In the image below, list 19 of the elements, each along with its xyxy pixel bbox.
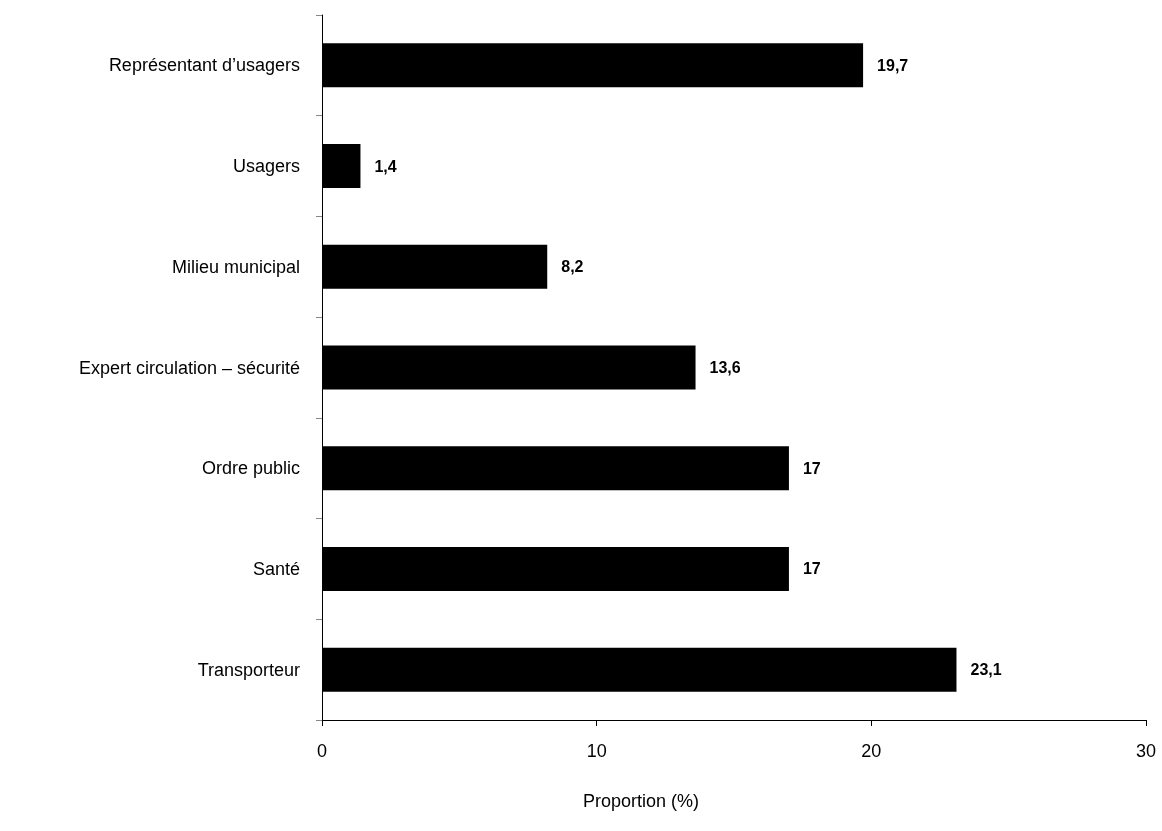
x-tick-label: 20 [861, 741, 882, 761]
y-tick-label: Expert circulation – sécurité [78, 357, 300, 378]
data-label: 17 [802, 560, 821, 578]
x-axis-title: Proportion (%) [582, 791, 700, 811]
data-label: 8,2 [561, 258, 584, 276]
x-tick-label: 0 [316, 741, 328, 761]
y-tick-label: Transporteur [197, 659, 301, 680]
x-tick-label: 10 [586, 741, 607, 761]
y-tick-label: Santé [252, 558, 300, 579]
data-label: 23,1 [970, 661, 1002, 679]
y-tick-label: Usagers [232, 156, 300, 177]
x-tick-label: 30 [1135, 741, 1157, 761]
data-label: 1,4 [374, 157, 397, 175]
y-tick-label: Ordre public [201, 458, 300, 479]
data-label: 17 [802, 459, 821, 477]
data-label: 19,7 [877, 56, 909, 74]
y-tick-label: Milieu municipal [171, 256, 300, 277]
data-label: 13,6 [709, 359, 741, 376]
y-tick-label: Représentant d’usagers [108, 55, 300, 76]
